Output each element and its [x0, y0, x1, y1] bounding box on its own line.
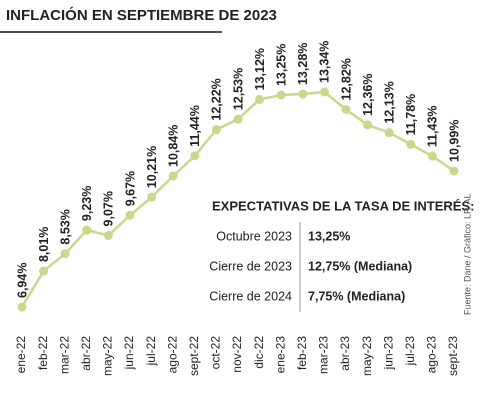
- marker: [319, 87, 329, 97]
- table-value: 13,25%: [308, 229, 350, 243]
- marker: [168, 171, 178, 181]
- marker: [39, 266, 49, 276]
- x-tick-label: oct-22: [209, 336, 223, 370]
- table-label: Cierre de 2023: [209, 259, 292, 273]
- x-tick-label: nov-22: [230, 336, 244, 373]
- chart-title: INFLACIÓN EN SEPTIEMBRE DE 2023: [6, 6, 277, 24]
- value-label: 8,01%: [37, 227, 51, 262]
- x-tick-label: feb-23: [295, 336, 309, 370]
- marker: [427, 151, 437, 161]
- value-label: 12,53%: [231, 68, 245, 110]
- marker: [147, 192, 157, 202]
- x-tick-label: jul-23: [403, 336, 417, 367]
- x-tick-label: ene-22: [14, 336, 28, 374]
- value-label: 13,25%: [274, 44, 288, 86]
- value-label: 10,99%: [447, 120, 461, 162]
- marker: [406, 139, 416, 149]
- x-tick-label: dic-22: [252, 336, 266, 369]
- value-label: 6,94%: [15, 263, 29, 298]
- marker: [17, 302, 27, 312]
- marker: [384, 128, 394, 138]
- marker: [298, 89, 308, 99]
- value-label: 13,12%: [253, 48, 267, 90]
- table-title: EXPECTATIVAS DE LA TASA DE INTERÉS:: [212, 198, 474, 213]
- marker: [103, 230, 113, 240]
- x-tick-label: feb-22: [36, 336, 50, 370]
- value-label: 12,82%: [339, 58, 353, 100]
- x-tick-label: may-23: [360, 336, 374, 376]
- value-label: 12,13%: [382, 81, 396, 123]
- table-value: 7,75% (Mediana): [308, 289, 405, 303]
- x-tick-label: sept-23: [446, 336, 460, 376]
- value-label: 13,34%: [318, 41, 332, 83]
- x-tick-label: mar-23: [317, 336, 331, 374]
- value-label: 10,21%: [145, 146, 159, 188]
- value-label: 11,43%: [426, 105, 440, 147]
- x-tick-label: abr-22: [79, 336, 93, 371]
- value-label: 11,44%: [188, 105, 202, 147]
- x-tick-label: ago-22: [165, 336, 179, 374]
- value-label: 13,28%: [296, 43, 310, 85]
- marker: [341, 104, 351, 114]
- table-label: Octubre 2023: [216, 229, 292, 243]
- marker: [233, 114, 243, 124]
- source: Fuente: Dane / Gráfico: LR-AL: [462, 193, 472, 315]
- value-label: 12,22%: [210, 78, 224, 120]
- marker: [211, 125, 221, 135]
- marker: [190, 151, 200, 161]
- x-tick-label: abr-23: [338, 336, 352, 371]
- table-label: Cierre de 2024: [209, 289, 292, 303]
- value-label: 12,36%: [361, 74, 375, 116]
- marker: [82, 225, 92, 235]
- marker: [449, 166, 459, 176]
- value-label: 11,78%: [404, 94, 418, 136]
- value-label: 8,53%: [58, 209, 72, 244]
- table-value: 12,75% (Mediana): [308, 259, 412, 273]
- marker: [60, 249, 70, 259]
- marker: [276, 90, 286, 100]
- value-label: 9,67%: [123, 171, 137, 206]
- x-tick-label: ene-23: [273, 336, 287, 374]
- x-tick-label: jun-22: [122, 336, 136, 371]
- x-tick-label: sept-22: [187, 336, 201, 376]
- value-label: 10,84%: [166, 125, 180, 167]
- value-label: 9,23%: [80, 186, 94, 221]
- marker: [363, 120, 373, 130]
- marker: [125, 210, 135, 220]
- x-tick-label: jun-23: [381, 336, 395, 371]
- x-tick-label: may-22: [101, 336, 115, 376]
- marker: [255, 94, 265, 104]
- value-label: 9,07%: [102, 191, 116, 226]
- x-tick-label: mar-22: [57, 336, 71, 374]
- x-tick-label: ago-23: [425, 336, 439, 374]
- x-tick-label: jul-22: [144, 336, 158, 367]
